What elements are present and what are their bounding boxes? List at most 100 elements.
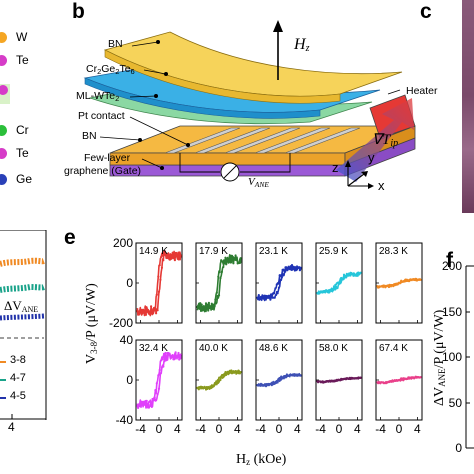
data-point <box>155 399 158 402</box>
data-point <box>257 384 260 387</box>
data-point <box>344 275 347 278</box>
data-point <box>162 259 165 262</box>
xlabel-rest: (kOe) <box>250 452 287 467</box>
data-point <box>257 294 260 297</box>
axis-y-label: y <box>368 150 375 165</box>
data-point <box>151 397 154 401</box>
element-cr-label: Cr <box>16 123 29 137</box>
data-point <box>285 267 288 270</box>
data-point <box>137 313 140 316</box>
panel-d-plot <box>0 230 47 420</box>
data-point <box>269 298 272 301</box>
leader-line <box>387 89 401 95</box>
data-point <box>281 376 284 379</box>
data-point <box>405 279 408 282</box>
data-point <box>335 282 338 285</box>
leader-line <box>129 95 157 98</box>
data-point <box>154 389 157 392</box>
data-point <box>158 264 161 267</box>
data-point <box>144 306 147 309</box>
subplot-14-9-K: 14.9 K <box>135 242 183 324</box>
hz-sub: z <box>305 43 310 54</box>
data-point <box>157 374 160 377</box>
data-point <box>173 259 176 262</box>
data-point <box>144 313 148 316</box>
data-point <box>230 261 233 264</box>
data-point <box>160 359 163 362</box>
data-point <box>158 368 161 372</box>
panel-e-xlabel: Hz (kOe) <box>236 452 286 468</box>
axis-y-line <box>347 173 365 187</box>
data-point <box>179 254 182 257</box>
data-point <box>149 309 152 312</box>
y-tick-label: -40 <box>116 413 134 427</box>
data-point <box>157 290 161 293</box>
data-point <box>234 254 237 257</box>
data-point <box>239 257 242 260</box>
x-tick-label: 4 <box>414 422 421 436</box>
data-point <box>299 266 302 269</box>
element-ge-label: Ge <box>16 172 33 186</box>
data-point <box>342 273 346 276</box>
data-point <box>204 302 208 305</box>
data-point <box>199 309 203 312</box>
data-point <box>377 286 380 289</box>
panel-e-label: e <box>64 226 76 249</box>
x-tick-label: 0 <box>216 422 223 436</box>
data-point <box>173 254 176 257</box>
data-point <box>262 295 265 299</box>
f-ytick-100: 100 <box>442 350 462 364</box>
data-point <box>284 266 287 269</box>
data-point <box>214 298 217 301</box>
data-point <box>159 278 162 281</box>
data-point <box>410 377 413 380</box>
crystal-atom-te <box>0 85 8 95</box>
data-point <box>147 311 150 314</box>
data-point <box>356 274 359 277</box>
x-tick-label: -4 <box>375 422 386 436</box>
data-point <box>217 294 221 297</box>
data-point <box>170 356 173 359</box>
temperature-label: 48.6 K <box>259 343 288 354</box>
temperature-label: 40.0 K <box>199 343 228 354</box>
data-point <box>339 282 342 285</box>
data-point <box>207 309 210 312</box>
data-point <box>257 298 260 301</box>
data-point <box>173 358 176 361</box>
data-point <box>156 393 159 396</box>
x-tick-label: -4 <box>195 422 206 436</box>
panel-d-series-orange <box>0 257 46 267</box>
microscope-image-strip <box>462 0 474 213</box>
x-tick-label: 0 <box>276 422 283 436</box>
data-point <box>175 355 179 358</box>
data-point <box>137 406 140 409</box>
data-point <box>224 256 227 259</box>
data-point <box>163 250 166 253</box>
data-point <box>334 283 337 286</box>
leader-dot <box>156 40 160 44</box>
data-point <box>228 369 231 372</box>
axis-x-head <box>368 183 374 189</box>
data-point <box>277 286 281 289</box>
leader-dot <box>186 143 190 147</box>
leader-dot <box>138 138 142 142</box>
leader-lines <box>99 41 401 169</box>
data-point <box>327 291 330 294</box>
data-point <box>170 253 174 257</box>
data-point <box>333 287 336 290</box>
data-point <box>160 266 163 269</box>
element-te: Te <box>0 53 29 67</box>
device-schematic <box>83 20 416 189</box>
data-point <box>176 257 179 260</box>
data-point <box>400 279 403 282</box>
axis-z-label: z <box>332 160 339 175</box>
legend-4-5: 4-5 <box>10 390 26 402</box>
vane-wire-left <box>179 153 220 173</box>
ylabel-main: V <box>84 353 99 364</box>
data-point <box>197 304 200 307</box>
x-tick-label: 0 <box>156 422 163 436</box>
data-point <box>167 352 170 355</box>
data-point <box>174 351 177 354</box>
data-point <box>155 382 158 385</box>
xlabel-sub: z <box>246 457 251 467</box>
